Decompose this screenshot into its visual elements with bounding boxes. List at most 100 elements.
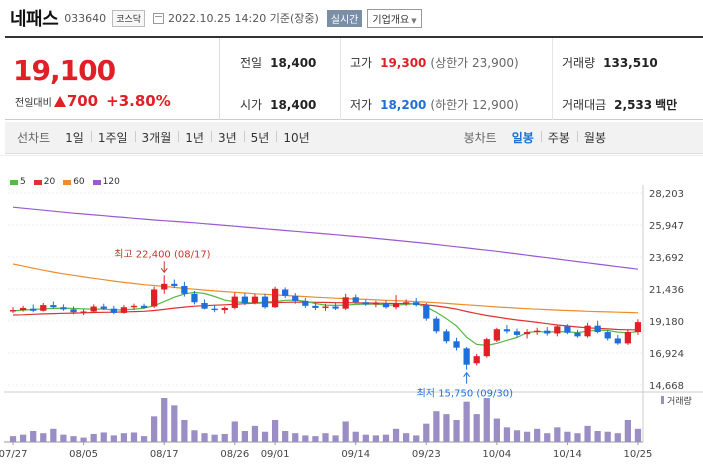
candle-body <box>171 283 178 286</box>
ma-line-60 <box>12 263 639 314</box>
candle-body <box>151 289 158 307</box>
volume-bar <box>604 431 611 442</box>
stock-name: 네패스 <box>10 9 59 30</box>
volume-bar <box>251 425 259 442</box>
volume-bar <box>191 430 198 442</box>
y-tick-label: 23,692 <box>649 253 684 264</box>
candle-monthly[interactable]: 월봉 <box>576 129 613 146</box>
candle-body <box>453 341 460 348</box>
chevron-down-icon: ▼ <box>411 16 417 25</box>
high-price: 고가 19,300 (상한가 23,900) <box>350 54 519 71</box>
candle-body <box>231 296 238 308</box>
candle-body <box>70 309 77 313</box>
candle-body <box>594 325 601 333</box>
candle-body <box>433 318 440 332</box>
volume-bar <box>80 437 87 442</box>
candle-body <box>463 348 470 365</box>
volume-bar <box>503 427 511 442</box>
y-tick-label: 16,924 <box>649 349 684 360</box>
volume-bar <box>130 432 138 442</box>
volume-bar <box>231 421 238 442</box>
legend-swatch <box>92 179 101 185</box>
volume-bar <box>372 435 380 442</box>
volume-bar <box>433 411 440 442</box>
period-1d[interactable]: 1일 <box>65 131 84 145</box>
candle-body <box>130 305 138 308</box>
volume-bar <box>624 420 632 442</box>
min-label: 최저 15,750 (09/30) <box>417 388 513 400</box>
candle-body <box>544 330 551 334</box>
period-3y[interactable]: 3년 <box>210 129 244 146</box>
candle-daily[interactable]: 일봉 <box>511 131 534 145</box>
lower-limit: (하한가 12,900) <box>430 98 519 112</box>
candle-body <box>60 307 67 310</box>
company-overview-button[interactable]: 기업개요 ▼ <box>367 8 422 28</box>
chart-toolbar: 선차트 1일 1주일 3개월 1년 3년 5년 10년 봉차트 일봉 주봉 월봉 <box>5 122 703 154</box>
quote-grid: 전일 18,400 고가 19,300 (상한가 23,900) 거래량 133,510… <box>220 38 703 120</box>
period-1w[interactable]: 1주일 <box>90 129 135 146</box>
volume-bar <box>544 433 551 442</box>
volume-bar <box>493 418 500 442</box>
stock-code: 033640 <box>64 11 107 25</box>
candle-body <box>221 307 228 311</box>
volume-bar <box>100 432 107 442</box>
x-tick-label: 09/01 <box>261 449 290 460</box>
legend-swatch <box>63 179 72 185</box>
candle-body <box>473 356 480 364</box>
candle-body <box>513 331 521 335</box>
volume-bar <box>151 416 158 442</box>
volume-bar <box>60 434 67 442</box>
volume-bar <box>140 436 148 442</box>
realtime-button[interactable]: 실시간 <box>326 9 363 27</box>
low-label: 저가 <box>350 98 373 112</box>
period-1y[interactable]: 1년 <box>178 129 211 146</box>
candle-body <box>352 297 359 303</box>
period-10y[interactable]: 10년 <box>276 129 316 146</box>
period-5y[interactable]: 5년 <box>243 129 277 146</box>
candle-body <box>493 329 500 341</box>
legend-item-ma20[interactable]: 20 <box>33 177 55 187</box>
volume-bar <box>483 398 490 442</box>
ma-line-120 <box>12 206 639 270</box>
volume-bar <box>534 428 541 442</box>
volume-bar <box>554 427 561 442</box>
volume-legend-label: 거래량 <box>667 395 692 407</box>
x-tick-label: 09/23 <box>412 449 441 460</box>
moving-average-legend: 5 20 60 120 <box>10 177 128 187</box>
legend-item-ma60[interactable]: 60 <box>63 177 85 187</box>
company-overview-label: 기업개요 <box>372 14 410 26</box>
volume-bar <box>403 433 410 442</box>
legend-label: 60 <box>73 177 85 187</box>
y-tick-label: 19,180 <box>649 317 684 328</box>
change-label: 전일대비 <box>15 97 52 109</box>
candle-body <box>624 332 632 344</box>
y-tick-label: 14,668 <box>649 381 684 392</box>
candle-body <box>302 300 309 306</box>
legend-item-ma120[interactable]: 120 <box>92 177 120 187</box>
volume-bar <box>302 435 309 442</box>
candle-body <box>30 308 37 311</box>
volume-bar <box>161 398 168 442</box>
volume-bar <box>382 434 390 442</box>
candle-body <box>322 306 329 308</box>
candle-body <box>161 283 168 290</box>
low-price: 저가 18,200 (하한가 12,900) <box>350 96 519 113</box>
max-label: 최고 22,400 (08/17) <box>114 248 210 260</box>
volume-bar <box>90 433 97 442</box>
volume-bar <box>594 431 601 442</box>
candle-weekly[interactable]: 주봉 <box>540 129 577 146</box>
prev-close-value: 18,400 <box>270 56 317 70</box>
volume-bar <box>120 433 128 442</box>
legend-swatch <box>33 179 42 185</box>
candle-body <box>271 288 279 308</box>
legend-item-ma5[interactable]: 5 <box>10 177 26 187</box>
period-3m[interactable]: 3개월 <box>134 129 179 146</box>
candle-body <box>423 305 430 319</box>
legend-label: 120 <box>102 177 120 187</box>
volume-bar <box>513 430 521 442</box>
x-tick-label: 07/27 <box>0 449 27 460</box>
candle-body <box>80 311 87 313</box>
max-arrow-head <box>160 268 168 274</box>
volume-bar <box>312 436 319 442</box>
chart-svg: 28,203 25,947 23,692 21,436 19,180 16,924 14,6… <box>0 154 703 460</box>
